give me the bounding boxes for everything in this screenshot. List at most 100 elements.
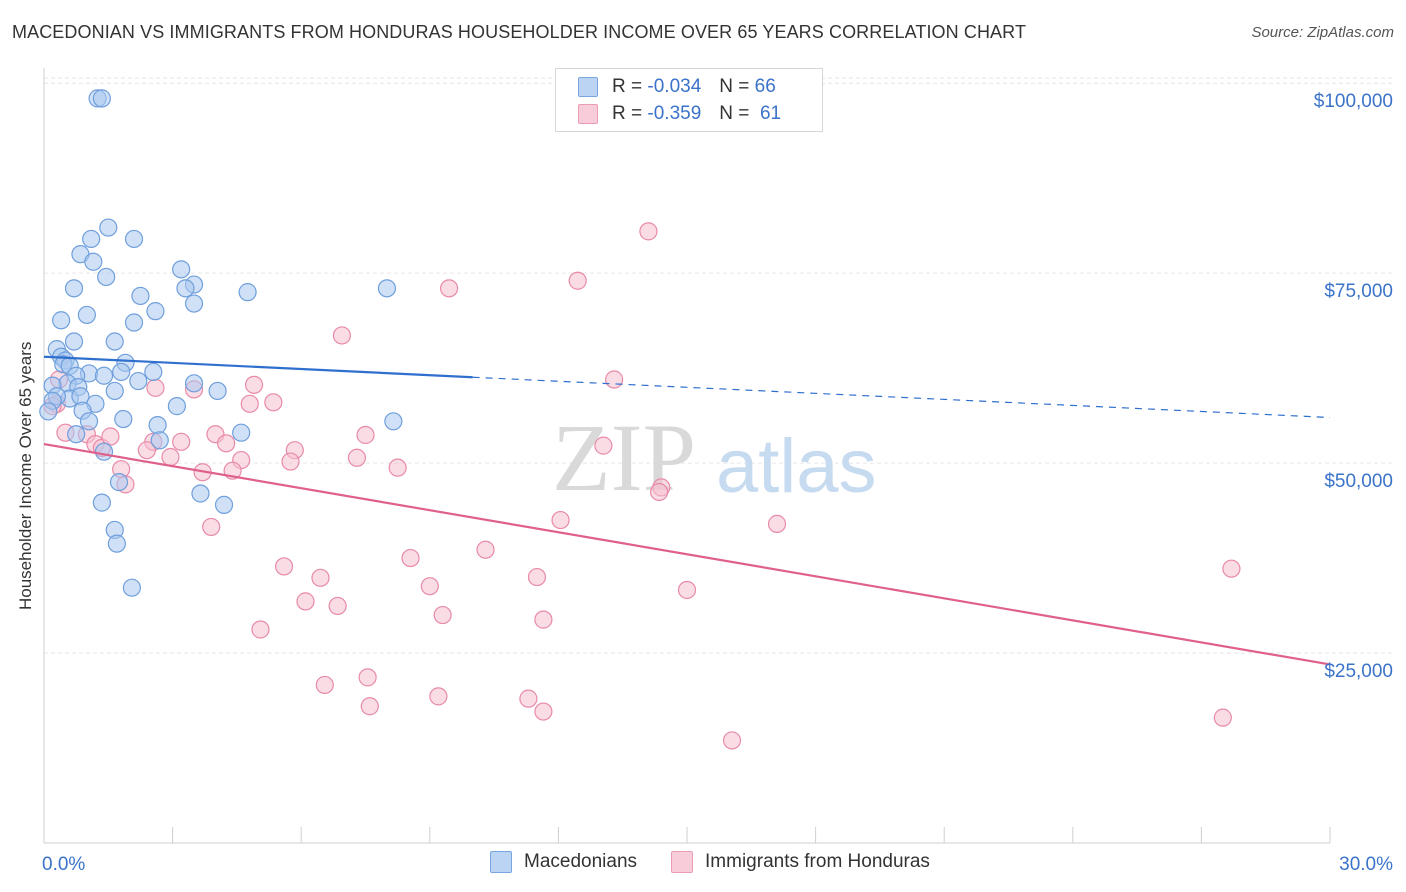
point-macedonians: [64, 279, 84, 298]
legend-n-value: 66: [754, 76, 776, 97]
series-macedonians-points: [39, 89, 403, 597]
point-honduras: [420, 577, 439, 596]
point-honduras: [594, 436, 613, 455]
legend-n-label: N =: [719, 103, 750, 124]
point-macedonians: [112, 362, 131, 382]
y-axis-label: Householder Income Over 65 years: [16, 341, 35, 610]
point-macedonians: [77, 305, 96, 325]
legend-item-macedonians: Macedonians: [490, 851, 637, 873]
point-macedonians: [99, 218, 118, 237]
point-honduras: [137, 441, 156, 460]
series-legend: Macedonians Immigrants from Honduras: [490, 851, 964, 873]
tick-labels: $25,000 $50,000 $75,000 $100,000 0.0% 30.0%: [42, 91, 1393, 875]
point-honduras: [439, 279, 459, 298]
source-label: Source: ZipAtlas.com: [1251, 24, 1394, 41]
watermark: ZIP atlas: [552, 404, 877, 511]
legend-row-honduras: R = -0.359 N = 61: [578, 102, 781, 126]
point-honduras: [217, 434, 236, 453]
point-honduras: [240, 394, 259, 413]
correlation-legend: R = -0.034 N = 66 R = -0.359 N = 61: [555, 68, 823, 132]
watermark-atlas: atlas: [716, 424, 877, 509]
point-honduras: [519, 689, 538, 708]
point-macedonians: [94, 366, 114, 385]
point-macedonians: [84, 252, 103, 271]
point-macedonians: [191, 484, 210, 503]
axes: [43, 68, 1331, 844]
point-honduras: [401, 548, 420, 568]
point-honduras: [551, 510, 570, 530]
point-honduras: [274, 557, 294, 576]
point-honduras: [527, 567, 547, 587]
point-macedonians: [384, 412, 403, 431]
y-tick-label: $25,000: [1324, 661, 1393, 682]
point-honduras: [251, 620, 270, 639]
point-honduras: [568, 271, 587, 290]
legend-label: Macedonians: [524, 851, 638, 872]
point-honduras: [161, 447, 180, 467]
point-honduras: [358, 668, 377, 687]
point-honduras: [332, 326, 352, 345]
x-tick-label: 30.0%: [1339, 854, 1393, 875]
legend-n-label: N =: [719, 76, 750, 97]
point-macedonians: [146, 302, 165, 321]
point-honduras: [264, 393, 283, 412]
point-honduras: [315, 675, 334, 695]
point-macedonians: [184, 374, 204, 393]
trend-line-macedonians: [43, 355, 473, 379]
point-macedonians: [64, 332, 84, 351]
point-honduras: [347, 448, 367, 467]
legend-r-value: -0.359: [647, 103, 702, 124]
point-macedonians: [107, 534, 126, 553]
legend-swatch-blue: [490, 851, 512, 873]
legend-swatch-pink: [578, 104, 598, 124]
point-macedonians: [144, 362, 163, 382]
point-honduras: [360, 697, 379, 716]
trend-line-honduras: [43, 443, 1331, 666]
point-honduras: [146, 378, 165, 397]
point-macedonians: [129, 371, 148, 391]
x-tick-label: 0.0%: [42, 854, 85, 875]
point-macedonians: [238, 283, 257, 302]
point-honduras: [101, 427, 120, 446]
point-honduras: [605, 370, 624, 389]
point-honduras: [356, 425, 375, 445]
point-macedonians: [52, 311, 71, 330]
point-macedonians: [39, 402, 58, 421]
point-honduras: [1222, 559, 1241, 578]
legend-label: Immigrants from Honduras: [705, 851, 930, 872]
legend-r-label: R =: [612, 76, 643, 97]
point-macedonians: [172, 260, 191, 279]
point-honduras: [281, 452, 300, 471]
point-macedonians: [167, 397, 186, 416]
point-honduras: [429, 687, 448, 706]
point-macedonians: [82, 229, 101, 249]
legend-swatch-blue: [578, 77, 598, 97]
point-macedonians: [92, 493, 111, 512]
point-macedonians: [124, 313, 144, 332]
point-macedonians: [131, 286, 150, 306]
point-honduras: [433, 605, 452, 625]
legend-n-value: 61: [759, 103, 782, 124]
point-macedonians: [176, 279, 195, 298]
point-honduras: [677, 580, 697, 600]
point-honduras: [722, 731, 742, 750]
legend-row-macedonians: R = -0.034 N = 66: [578, 75, 776, 99]
trend-lines: [43, 355, 1331, 666]
point-honduras: [244, 375, 264, 394]
point-macedonians: [150, 431, 169, 450]
point-honduras: [202, 517, 221, 537]
point-macedonians: [92, 89, 111, 108]
watermark-zip: ZIP: [552, 404, 696, 511]
y-tick-label: $50,000: [1324, 471, 1393, 492]
y-tick-label: $75,000: [1324, 281, 1393, 302]
point-macedonians: [208, 381, 227, 401]
point-honduras: [296, 592, 315, 611]
point-macedonians: [105, 332, 124, 351]
point-honduras: [767, 514, 787, 533]
point-macedonians: [377, 279, 397, 298]
legend-r-label: R =: [612, 103, 643, 124]
point-macedonians: [232, 423, 251, 442]
chart-title: MACEDONIAN VS IMMIGRANTS FROM HONDURAS H…: [12, 22, 1027, 42]
point-honduras: [534, 702, 553, 721]
